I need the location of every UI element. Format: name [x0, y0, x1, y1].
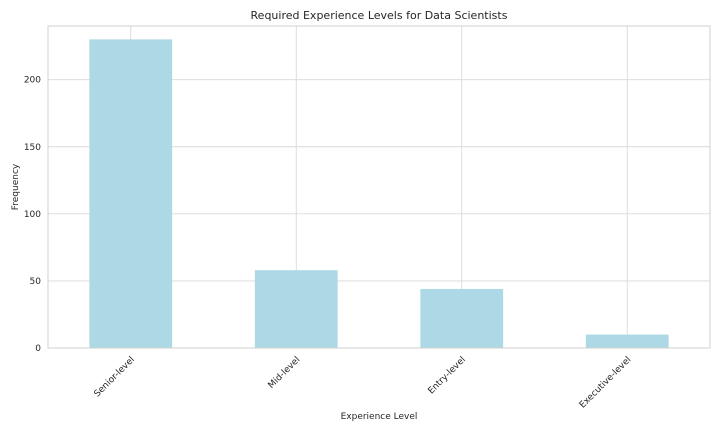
y-tick-labels: 0 50 100 150 200 — [24, 76, 41, 354]
y-axis-label: Frequency — [11, 163, 21, 210]
bar-entry-level — [420, 288, 504, 348]
bars — [89, 39, 669, 349]
y-tick-label: 0 — [35, 344, 41, 354]
y-tick-label: 50 — [30, 277, 42, 287]
bar-mid-level — [254, 270, 338, 348]
bar-senior-level — [89, 39, 173, 349]
x-axis-label: Experience Level — [341, 412, 418, 422]
y-tick-label: 200 — [24, 76, 41, 86]
plot-frame — [47, 25, 711, 349]
y-tick-label: 100 — [24, 210, 41, 220]
bar-executive-level — [585, 334, 669, 348]
y-tick-label: 150 — [24, 143, 41, 153]
chart-title: Required Experience Levels for Data Scie… — [251, 9, 508, 22]
